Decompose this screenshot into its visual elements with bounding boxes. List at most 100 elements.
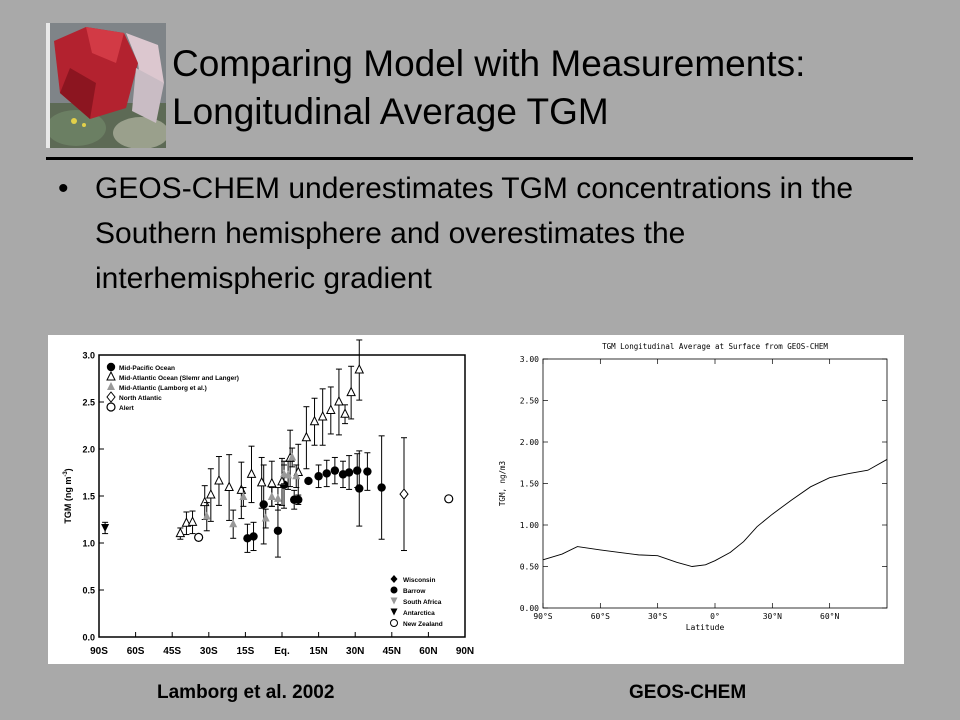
x-tick-label: 45S [163, 646, 181, 657]
legend-entry: Wisconsin [403, 577, 435, 584]
data-point [309, 415, 320, 426]
legend-entry: Alert [119, 405, 135, 412]
data-point [199, 496, 210, 507]
data-point [288, 452, 297, 461]
data-point [106, 402, 116, 412]
lamborg-chart-panel: 0.0 0.5 1.0 1.5 2.0 2.5 3.0 90S 60S 45S 30S 15S Eq. 1… [48, 335, 480, 664]
data-point [273, 526, 283, 535]
y-tick-label: 2.50 [520, 397, 539, 406]
y-axis-label: TGM, ng/m3 [498, 461, 507, 506]
data-point [444, 494, 454, 504]
data-point [292, 471, 301, 480]
y-tick-label: 0.50 [520, 563, 539, 572]
x-axis-label: Latitude [686, 623, 725, 632]
chart-title: TGM Longitudinal Average at Surface from… [602, 342, 828, 351]
y-tick-label: 2.5 [82, 398, 95, 408]
legend-entry: New Zealand [403, 621, 443, 628]
series-line [542, 459, 888, 567]
x-tick-label: 15S [237, 646, 255, 657]
data-point [239, 491, 248, 500]
x-tick-label: 90S [90, 646, 108, 657]
x-tick-label: 90N [456, 646, 474, 657]
slide-title-line1: Comparing Model with Measurements: [172, 43, 806, 84]
data-point [340, 408, 350, 418]
y-tick-label: 1.5 [82, 492, 95, 502]
x-tick-label: 30S [200, 646, 218, 657]
data-point [107, 382, 115, 390]
data-point [202, 511, 211, 520]
x-tick-label: 60°S [591, 612, 610, 621]
data-point [224, 481, 234, 492]
y-tick-label: 1.50 [520, 480, 539, 489]
bullet-dot-icon: • [58, 172, 69, 205]
data-point [106, 362, 116, 372]
data-point [301, 431, 312, 442]
y-axis-label: TGM (ng m-3) [63, 468, 73, 523]
data-point [106, 370, 116, 381]
data-point [304, 476, 313, 486]
x-tick-label: 45N [383, 646, 401, 657]
data-point [354, 363, 365, 374]
title-divider [46, 157, 913, 160]
legend-entry: Antarctica [403, 610, 435, 617]
data-point [229, 519, 238, 528]
legend-entry: North Atlantic [119, 395, 162, 402]
legend-marker [390, 586, 398, 594]
data-point [314, 472, 323, 481]
data-point [355, 484, 364, 493]
lamborg-scatter-chart: 0.0 0.5 1.0 1.5 2.0 2.5 3.0 90S 60S 45S 30S 15S Eq. 1… [63, 339, 474, 657]
data-point [346, 386, 356, 397]
y-tick-label: 1.0 [82, 539, 95, 549]
legend-marker [390, 597, 398, 605]
y-tick-label: 0.0 [82, 633, 95, 643]
x-tick-label: 30°N [763, 612, 782, 621]
legend-entry: Barrow [403, 588, 426, 595]
x-tick-label: 60S [127, 646, 145, 657]
data-point [363, 467, 372, 476]
bullet-text: GEOS-CHEM underestimates TGM concentrati… [95, 172, 854, 295]
legend-entry: South Africa [403, 599, 442, 606]
y-tick-label: 3.00 [520, 355, 539, 364]
legend-entry: Mid-Atlantic (Lamborg et al.) [119, 385, 207, 392]
x-tick-label: 60°N [820, 612, 839, 621]
mineral-crystal-photo [46, 23, 166, 148]
data-point [377, 483, 386, 492]
y-tick-label: 0.00 [520, 604, 539, 613]
slide-title: Comparing Model with Measurements: Longi… [172, 40, 932, 136]
plot-frame [542, 358, 888, 609]
data-point [322, 469, 331, 478]
data-point [344, 468, 354, 477]
data-point [187, 516, 198, 526]
data-point [325, 404, 336, 414]
x-tick-label: 0° [710, 612, 720, 621]
data-point [194, 532, 204, 542]
y-tick-label: 3.0 [82, 351, 95, 361]
data-point [330, 466, 340, 475]
data-point [214, 474, 224, 485]
y-tick-label: 2.0 [82, 445, 95, 455]
data-point [181, 517, 192, 527]
legend-marker [390, 575, 398, 583]
data-point [267, 477, 277, 488]
geos-chem-line-chart: TGM Longitudinal Average at Surface from… [498, 342, 888, 632]
x-tick-label: 90°S [533, 612, 552, 621]
data-point [399, 488, 409, 500]
x-tick-label: 30°S [648, 612, 667, 621]
data-point [261, 513, 270, 522]
data-point [273, 493, 282, 502]
y-tick-label: 0.5 [82, 586, 95, 596]
data-point [267, 491, 276, 500]
data-point [334, 395, 344, 406]
crystal-photo-graphic [46, 23, 166, 148]
data-point [246, 468, 257, 478]
legend-entry: Mid-Pacific Ocean [119, 365, 175, 372]
data-point [353, 466, 362, 475]
data-point [175, 527, 186, 538]
data-point [249, 532, 258, 541]
legend-marker [390, 608, 398, 616]
data-point [236, 484, 247, 494]
x-tick-label: Eq. [274, 646, 290, 657]
y-tick-label: 2.00 [520, 438, 539, 447]
x-tick-label: 30N [346, 646, 364, 657]
data-point [106, 391, 116, 403]
